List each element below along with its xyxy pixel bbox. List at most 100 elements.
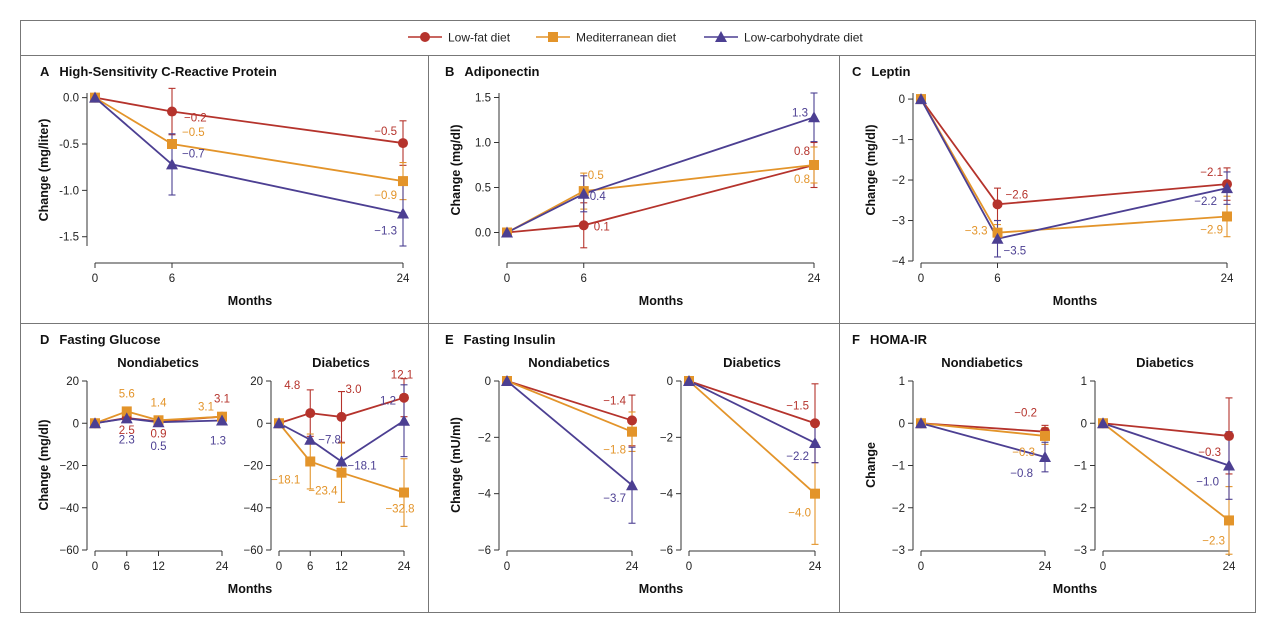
series-line-med: [278, 422, 405, 494]
data-label-lowfat: −1.5: [786, 400, 809, 412]
data-point-med: [336, 467, 347, 478]
y-tick-label: −2: [1074, 503, 1087, 515]
y-tick-label: 0: [73, 418, 79, 430]
data-point-med: [809, 160, 819, 170]
series-lowcarb: [94, 96, 407, 247]
y-tick-label: 0: [485, 376, 491, 388]
data-point-med: [305, 456, 316, 467]
x-tick-label: 0: [918, 561, 924, 573]
data-point-med: [810, 488, 820, 499]
outer-border: [20, 20, 1256, 613]
x-axis: 0 24: [918, 550, 1052, 573]
panel-title: A High-Sensitivity C-Reactive Protein: [40, 64, 277, 79]
y-axis: 20 0 −20 −40 −60: [243, 376, 272, 557]
y-axis-label: Change: [864, 442, 878, 488]
x-axis: 0 6 24: [918, 262, 1234, 285]
x-axis: 0 24: [504, 550, 639, 573]
series-line-lowfat: [920, 98, 1228, 206]
y-tick-label: 0: [667, 376, 673, 388]
x-tick-label: 0: [276, 561, 282, 573]
x-tick-label: 0: [504, 561, 510, 573]
x-tick-label: 6: [124, 561, 130, 573]
y-axis-label: Change (mg/liter): [37, 119, 51, 222]
panel-letter: B: [445, 64, 454, 79]
x-tick-label: 24: [1221, 273, 1234, 285]
data-label-lowfat: −0.2: [1014, 408, 1037, 420]
data-label-lowfat: −0.2: [184, 113, 207, 125]
data-label-lowcarb: −0.7: [182, 148, 205, 160]
data-point-med: [167, 139, 177, 149]
y-tick-label: −1: [892, 461, 905, 473]
data-label-lowcarb: −1.0: [1196, 477, 1219, 489]
x-axis-label: Months: [1053, 294, 1097, 308]
panel-e-5: E Fasting Insulin Nondiabetics Change (mU/m…: [445, 332, 683, 596]
series-points-med: 0.5 0.8: [502, 160, 819, 238]
y-axis-label: Change (mg/dl): [864, 125, 878, 216]
figure-frame: [20, 20, 1256, 613]
x-tick-label: 6: [581, 273, 587, 285]
panel-a-0: A High-Sensitivity C-Reactive Protein Chan…: [37, 64, 410, 308]
x-axis-label: Months: [228, 294, 272, 308]
legend-item-lowfat: Low-fat diet: [408, 31, 511, 45]
data-label-lowcarb: 1.2: [380, 396, 396, 408]
data-label-med: 5.6: [119, 388, 135, 400]
data-point-lowcarb: [89, 417, 101, 429]
y-tick-label: 0: [899, 94, 905, 106]
x-axis: 0 6 24: [92, 262, 410, 285]
x-axis-label: Months: [1053, 582, 1097, 596]
data-point-med: [399, 487, 409, 498]
data-label-med: −0.3: [1012, 447, 1035, 459]
y-axis: 0 −2 −4 −6: [660, 376, 682, 557]
series-line-lowcarb: [688, 380, 816, 444]
panel-title: D Fasting Glucose: [40, 332, 161, 347]
data-label-lowcarb: 0.5: [151, 441, 167, 453]
data-label-lowfat: −0.3: [1198, 447, 1221, 459]
data-label-lowcarb: 0.4: [590, 191, 607, 203]
y-axis: 1 0 −1 −2 −3: [1074, 376, 1096, 557]
series-line-lowfat: [506, 380, 633, 422]
data-label-lowcarb: 1.3: [792, 107, 808, 119]
data-point-lowfat: [305, 408, 316, 419]
y-axis-label: Change (mg/dl): [449, 125, 463, 216]
panel-letter: C: [852, 64, 862, 79]
data-label-lowfat: −2.1: [1200, 167, 1223, 179]
series-points-lowcarb: −3.5 −2.2: [915, 93, 1233, 258]
y-axis-label: Change (mU/ml): [449, 417, 463, 513]
data-point-lowfat: [992, 199, 1003, 210]
data-point-lowfat: [578, 220, 589, 231]
data-label-med: −23.4: [308, 486, 338, 498]
y-tick-label: 0: [899, 418, 905, 430]
y-tick-label: −4: [660, 489, 674, 501]
data-label-lowfat: 4.8: [284, 380, 300, 392]
legend-marker-lowfat: [420, 32, 430, 42]
panel-c-2: C Leptin Change (mg/dl) Months 0 −1 −2 −3 −4 0 6 24…: [852, 64, 1234, 308]
panel-title: F HOMA-IR: [852, 332, 928, 347]
panel-letter: A: [40, 64, 50, 79]
y-axis: 0.0 -0.5 -1.0 -1.5: [59, 93, 88, 246]
x-axis: 0 6 12 24: [92, 550, 229, 573]
data-point-lowcarb: [683, 375, 695, 386]
data-label-lowfat: 12.1: [391, 370, 413, 382]
y-tick-label: -0.5: [59, 139, 79, 151]
y-tick-label: -1.5: [59, 232, 79, 244]
y-tick-label: 1.5: [475, 93, 491, 105]
y-tick-label: 1: [1081, 376, 1087, 388]
series-points-lowcarb: −3.7: [501, 375, 638, 505]
panel-title: E Fasting Insulin: [445, 332, 555, 347]
x-tick-label: 24: [398, 561, 411, 573]
data-label-lowfat: 0.1: [594, 221, 610, 233]
data-point-med: [121, 406, 132, 417]
x-axis-label: Months: [228, 582, 272, 596]
y-tick-label: −4: [892, 256, 906, 268]
data-point-lowcarb: [216, 414, 228, 426]
x-tick-label: 0: [1100, 561, 1106, 573]
series-line-med: [506, 164, 815, 234]
series-lowfat: [506, 141, 818, 249]
data-label-lowcarb: −7.8: [318, 435, 341, 447]
data-point-lowfat: [398, 138, 408, 149]
data-label-med: −1.8: [603, 445, 626, 457]
series-line-lowcarb: [1102, 422, 1230, 467]
y-tick-label: −3: [892, 216, 905, 228]
panel-title-text: Fasting Insulin: [464, 332, 556, 347]
